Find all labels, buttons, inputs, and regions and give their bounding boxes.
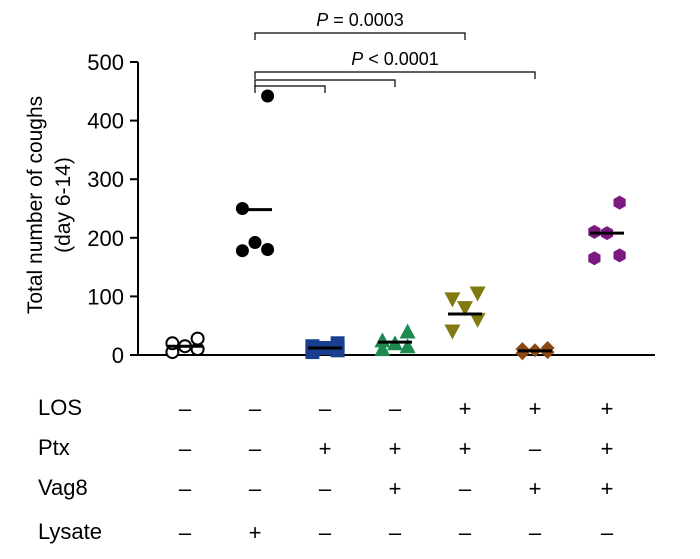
y-axis-title: Total number of coughs bbox=[24, 96, 47, 314]
data-point bbox=[613, 195, 626, 210]
data-point bbox=[374, 341, 391, 357]
condition-sign: – bbox=[601, 520, 614, 545]
condition-sign: + bbox=[529, 476, 542, 501]
data-point bbox=[261, 243, 275, 257]
condition-label: Lysate bbox=[38, 519, 102, 544]
significance-bracket bbox=[254, 79, 396, 87]
data-point bbox=[444, 292, 461, 308]
condition-sign: – bbox=[389, 396, 402, 421]
data-point bbox=[613, 248, 626, 263]
p-value-label: P < 0.0001 bbox=[351, 49, 439, 69]
data-point bbox=[305, 339, 320, 354]
condition-sign: + bbox=[459, 396, 472, 421]
condition-sign: + bbox=[249, 520, 262, 545]
condition-sign: – bbox=[529, 436, 542, 461]
condition-label: Vag8 bbox=[38, 475, 88, 500]
data-point bbox=[444, 324, 461, 340]
data-point bbox=[399, 338, 416, 354]
y-tick-label: 200 bbox=[87, 226, 124, 251]
condition-sign: – bbox=[249, 396, 262, 421]
data-point bbox=[515, 342, 530, 357]
data-point bbox=[457, 301, 473, 317]
condition-sign: – bbox=[319, 396, 332, 421]
y-tick-label: 0 bbox=[112, 343, 124, 368]
condition-sign: – bbox=[249, 476, 262, 501]
y-tick-label: 300 bbox=[87, 167, 124, 192]
condition-sign: + bbox=[601, 476, 614, 501]
data-point bbox=[248, 235, 262, 249]
condition-sign: – bbox=[459, 476, 472, 501]
data-point bbox=[261, 89, 275, 103]
condition-sign: – bbox=[179, 436, 192, 461]
condition-sign: – bbox=[179, 520, 192, 545]
condition-sign: – bbox=[319, 476, 332, 501]
y-tick-label: 100 bbox=[87, 284, 124, 309]
condition-sign: – bbox=[249, 436, 262, 461]
y-tick-label: 500 bbox=[87, 50, 124, 75]
condition-sign: + bbox=[459, 436, 472, 461]
significance-bracket bbox=[254, 85, 326, 93]
data-point bbox=[399, 323, 416, 339]
condition-label: Ptx bbox=[38, 435, 70, 460]
condition-sign: + bbox=[389, 476, 402, 501]
data-point bbox=[235, 244, 249, 258]
p-value-label: P = 0.0003 bbox=[316, 10, 404, 30]
data-point bbox=[469, 312, 486, 328]
data-point bbox=[588, 251, 601, 266]
significance-bracket bbox=[254, 32, 466, 40]
data-point bbox=[374, 332, 391, 348]
condition-label: LOS bbox=[38, 395, 82, 420]
condition-sign: + bbox=[601, 436, 614, 461]
condition-sign: – bbox=[459, 520, 472, 545]
condition-sign: + bbox=[601, 396, 614, 421]
condition-sign: – bbox=[179, 476, 192, 501]
condition-sign: – bbox=[389, 520, 402, 545]
condition-sign: + bbox=[529, 396, 542, 421]
significance-bracket bbox=[254, 71, 536, 79]
data-point bbox=[469, 286, 486, 302]
condition-sign: – bbox=[179, 396, 192, 421]
condition-sign: – bbox=[319, 520, 332, 545]
y-tick-label: 400 bbox=[87, 109, 124, 134]
condition-sign: – bbox=[529, 520, 542, 545]
condition-sign: + bbox=[319, 436, 332, 461]
condition-sign: + bbox=[389, 436, 402, 461]
y-axis-subtitle: (day 6-14) bbox=[52, 157, 75, 253]
data-point bbox=[190, 331, 205, 346]
